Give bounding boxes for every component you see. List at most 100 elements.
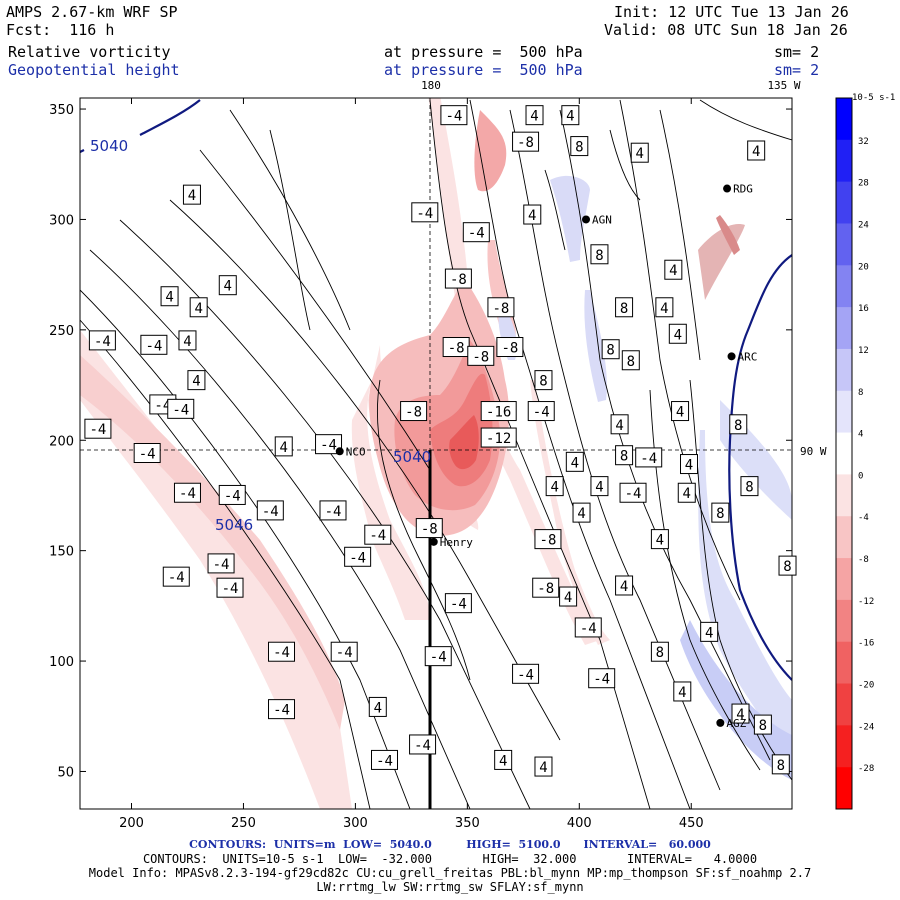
contour-label-text: 4 — [577, 506, 585, 522]
contour-label: -4 — [371, 749, 399, 770]
contour-label-box — [532, 577, 560, 598]
field2-smooth: sm= 2 — [774, 61, 820, 79]
height-contours — [80, 99, 792, 681]
contour-label-text: -4 — [179, 486, 196, 502]
contour-label-text: 8 — [745, 480, 753, 496]
contour-label-box — [256, 500, 284, 521]
contour-label-box — [534, 756, 553, 777]
pos-band-north — [550, 175, 590, 262]
y-tick-label: 350 — [49, 103, 74, 118]
contour-label-text: 4 — [194, 301, 202, 317]
contour-label-text: -4 — [468, 226, 485, 242]
contour-label-text: -8 — [537, 581, 554, 597]
contour-label-text: 8 — [656, 645, 664, 661]
contour-label-box — [590, 244, 609, 265]
contour-label: 4 — [545, 476, 564, 497]
contour-label: 4 — [610, 414, 629, 435]
contour-label-box — [615, 445, 634, 466]
station-label: AGN — [592, 213, 612, 226]
contour-label: -4 — [207, 553, 235, 574]
contour-label-text: 8 — [777, 758, 785, 774]
height-label-southwest: 5046 — [215, 516, 253, 534]
colorbar-swatch — [836, 181, 852, 224]
contour-label-box — [268, 699, 296, 720]
contour-label: -4 — [462, 222, 490, 243]
contour-label-text: 4 — [595, 480, 603, 496]
contour-label: 8 — [615, 297, 634, 318]
x-axis: 200 250 300 350 400 450 — [119, 98, 704, 831]
contour-label-box — [729, 414, 748, 435]
x-tick-label: 400 — [567, 816, 592, 831]
contour-label: -16 — [480, 401, 517, 422]
colorbar-label: 32 — [858, 137, 869, 147]
contour-label-box — [444, 593, 472, 614]
contour-label-text: -4 — [450, 597, 467, 613]
y-tick-label: 200 — [49, 434, 74, 449]
colorbar-swatch — [836, 516, 852, 559]
contour-label-text: 4 — [676, 405, 684, 421]
contour-label-text: 4 — [685, 458, 693, 474]
contour-label: 4 — [572, 502, 591, 523]
colorbar-swatch — [836, 98, 852, 141]
contour-label-text: -4 — [336, 645, 353, 661]
contour-label: -8 — [496, 337, 524, 358]
contour-label-box — [274, 436, 293, 457]
station-label: NCO — [346, 445, 366, 458]
contour-label-text: -4 — [154, 398, 171, 414]
colorbar-swatch — [836, 139, 852, 183]
colorbar-swatch — [836, 683, 852, 726]
contour-label-text: -4 — [222, 581, 239, 597]
contour-label-text: -4 — [625, 486, 642, 502]
contour-label-box — [218, 275, 237, 296]
contour-label-text: -8 — [493, 301, 510, 317]
contour-label-box — [635, 447, 663, 468]
colorbar-label: 12 — [858, 346, 869, 356]
contour-label-box — [525, 105, 544, 126]
contour-label: 8 — [570, 136, 589, 157]
contour-label: 4 — [534, 756, 553, 777]
contour-label-box — [268, 641, 296, 662]
vort-core-max — [449, 415, 479, 470]
contour-label-text: 4 — [374, 700, 382, 716]
contour-label-text: 4 — [188, 188, 196, 204]
contour-label-text: -4 — [325, 504, 342, 520]
y-tick-label: 250 — [49, 324, 74, 339]
contour-label: -4 — [527, 401, 555, 422]
contour-label: -8 — [467, 345, 495, 366]
contour-label: 4 — [747, 140, 766, 161]
contour-label-text: 4 — [656, 533, 664, 549]
height-label-center: 5040 — [393, 448, 431, 466]
colorbar-label: -4 — [858, 513, 869, 523]
contour-label-text: -4 — [273, 703, 290, 719]
contour-label-text: 4 — [192, 374, 200, 390]
y-tick-label: 150 — [49, 545, 74, 560]
contour-label-text: -4 — [369, 528, 386, 544]
contour-label: 4 — [189, 297, 208, 318]
contour-label-text: -4 — [430, 650, 447, 666]
plot-frame — [79, 97, 793, 810]
contour-label-box — [167, 398, 195, 419]
height-contour-north — [139, 99, 201, 136]
contour-label-box — [668, 323, 687, 344]
contour-label-box — [480, 401, 517, 422]
contour-label: 4 — [615, 575, 634, 596]
contour-label-text: 4 — [550, 480, 558, 496]
contour-label-box — [700, 621, 719, 642]
contour-label-box — [415, 518, 443, 539]
contour-label-box — [650, 641, 669, 662]
contour-label: -4 — [635, 447, 663, 468]
contour-label: -4 — [444, 593, 472, 614]
contour-label-text: -4 — [416, 206, 433, 222]
contour-label: -4 — [84, 418, 112, 439]
x-tick-label: 450 — [679, 816, 704, 831]
contour-label-text: -4 — [262, 504, 279, 520]
contour-label: 4 — [671, 401, 690, 422]
field2-level: at pressure = 500 hPa — [384, 61, 583, 79]
colorbar-swatch — [836, 432, 852, 475]
field1-name: Relative vorticity — [8, 43, 171, 61]
station-marker — [716, 718, 725, 727]
contour-label: -4 — [411, 202, 439, 223]
contour-label-box — [574, 617, 602, 638]
contour-label-text: 8 — [595, 248, 603, 264]
